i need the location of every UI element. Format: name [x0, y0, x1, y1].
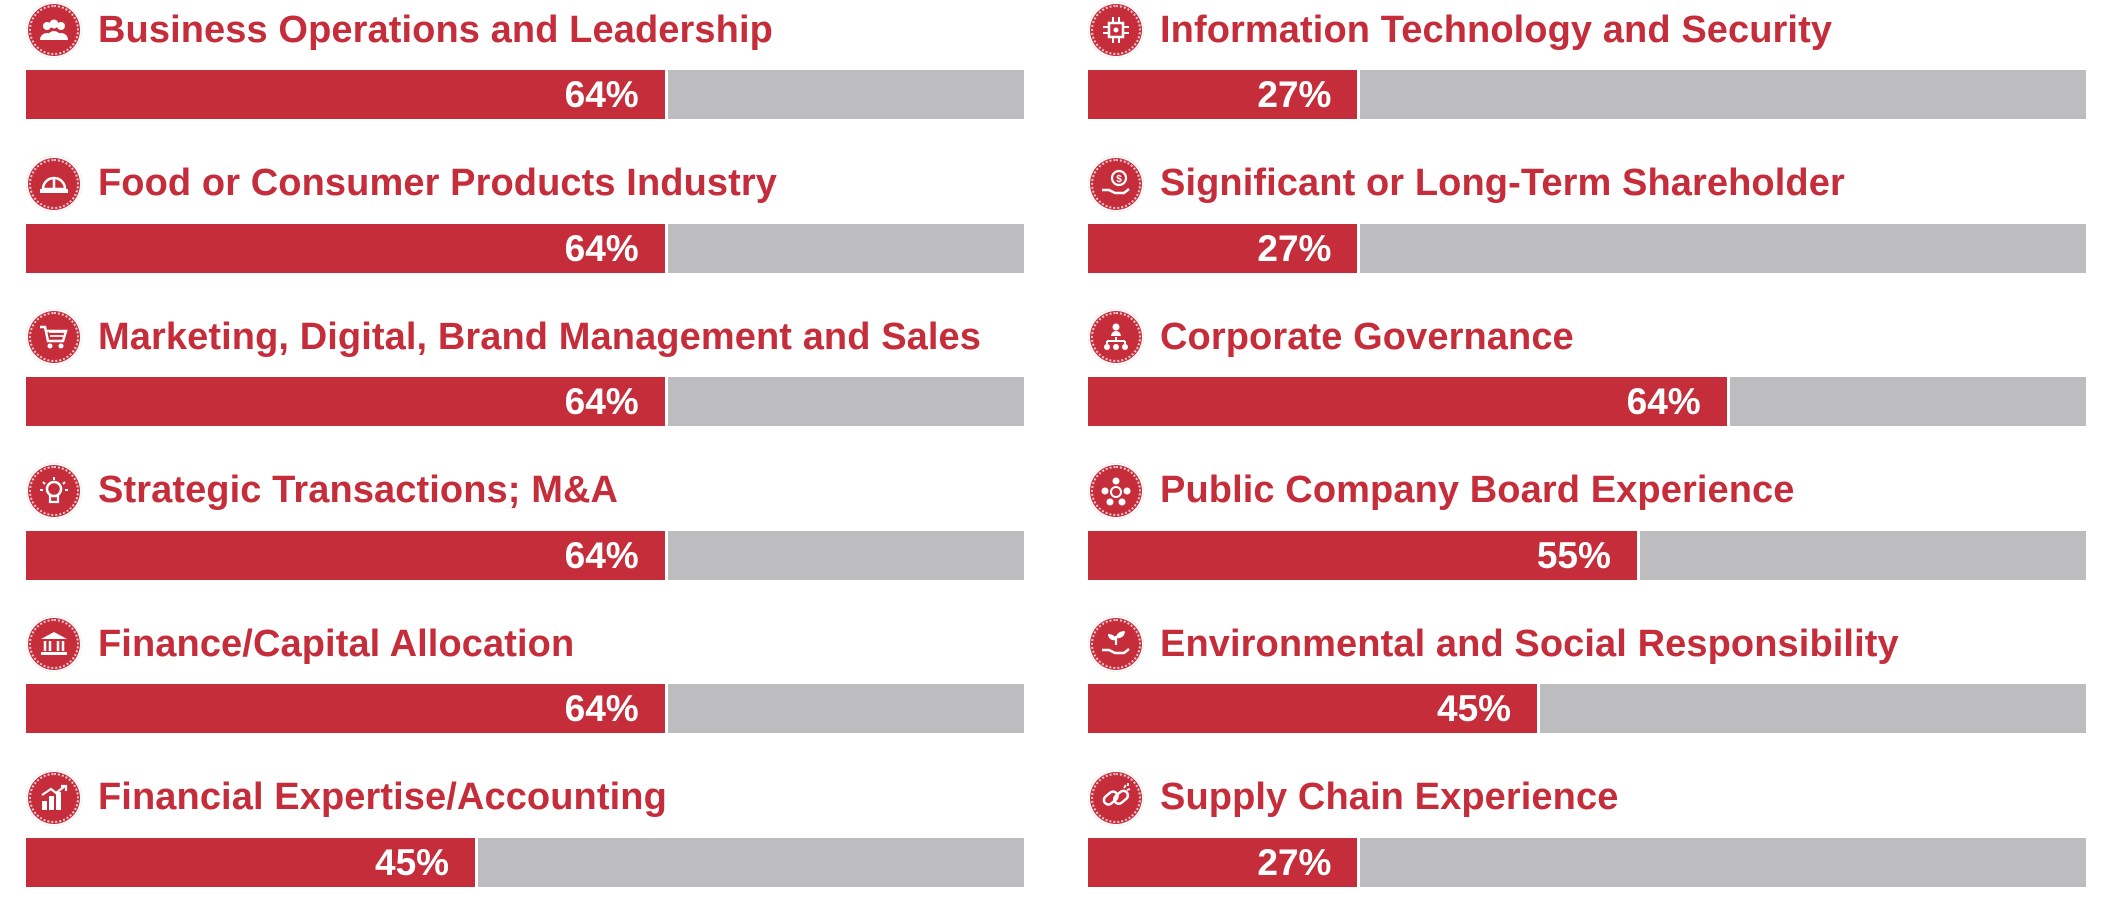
skill-header: Information Technology and Security [1088, 2, 1832, 58]
board-network-icon [1088, 462, 1144, 519]
skill-header: Food or Consumer Products Industry [26, 155, 777, 212]
bar-track: 64% [26, 530, 1024, 580]
org-chart-icon [1088, 309, 1144, 365]
bar-fill [1088, 377, 1727, 426]
skill-row-significant-or-long-term-shareholder: $ Significant or Long-Term Shareholder 27% [1088, 154, 2086, 284]
skill-row-information-technology-and-security: Information Technology and Security 27% [1088, 0, 2086, 130]
bar-value-label: 45% [375, 841, 450, 883]
skill-row-strategic-transactions-m-a: Strategic Transactions; M&A 64% [26, 461, 1024, 591]
bar-value-label: 64% [564, 381, 639, 422]
bar-value-label: 27% [1257, 227, 1332, 269]
bar-fill [1088, 70, 1358, 119]
hand-plant-icon [1088, 616, 1144, 672]
circuit-chip-icon [1088, 2, 1144, 58]
skill-row-public-company-board-experience: Public Company Board Experience 55% [1088, 461, 2086, 591]
bar-fill [1088, 837, 1358, 887]
skill-label: Information Technology and Security [1160, 8, 1833, 51]
skill-label: Significant or Long-Term Shareholder [1160, 162, 1845, 204]
bar-track: 27% [1088, 70, 2086, 119]
bar-track: 27% [1088, 837, 2086, 887]
skill-label: Corporate Governance [1160, 315, 1574, 358]
bar-value-label: 64% [564, 534, 639, 576]
bar-fill [26, 70, 665, 119]
skill-header: Business Operations and Leadership [26, 2, 773, 58]
skill-row-marketing-digital-brand-management-and-sales: Marketing, Digital, Brand Management and… [26, 307, 1024, 437]
skill-header: Public Company Board Experience [1088, 462, 1795, 519]
skill-header: Finance/Capital Allocation [26, 616, 574, 672]
bar-track: 64% [26, 70, 1024, 119]
bar-fill [26, 377, 665, 426]
skill-label: Finance/Capital Allocation [98, 622, 575, 665]
chain-link-icon [1088, 769, 1144, 826]
bar-fill [26, 684, 665, 733]
lightbulb-icon [26, 462, 82, 519]
shopping-cart-icon [26, 309, 82, 365]
skill-header: Environmental and Social Responsibility [1088, 616, 1899, 672]
bar-value-label: 64% [564, 227, 639, 269]
bar-value-label: 27% [1257, 841, 1332, 883]
hard-hat-icon [26, 155, 82, 212]
svg-text:$: $ [1116, 174, 1122, 185]
bar-value-label: 45% [1437, 688, 1512, 729]
bar-track: 45% [1088, 684, 2086, 733]
skill-row-corporate-governance: Corporate Governance 64% [1088, 307, 2086, 437]
skill-label: Strategic Transactions; M&A [98, 469, 619, 511]
bar-value-label: 64% [564, 74, 639, 115]
skill-row-finance-capital-allocation: Finance/Capital Allocation 64% [26, 614, 1024, 744]
skill-label: Environmental and Social Responsibility [1160, 622, 1899, 665]
skill-label: Business Operations and Leadership [98, 8, 773, 51]
bar-value-label: 64% [1626, 381, 1701, 422]
bar-track: 55% [1088, 530, 2086, 580]
skill-row-environmental-and-social-responsibility: Environmental and Social Responsibility 4… [1088, 614, 2086, 744]
bar-track: 64% [1088, 377, 2086, 426]
bar-value-label: 55% [1536, 534, 1611, 576]
bar-fill [26, 530, 665, 580]
skill-label: Food or Consumer Products Industry [98, 162, 777, 204]
bar-fill [26, 223, 665, 273]
skill-header: Financial Expertise/Accounting [26, 769, 667, 826]
bar-track: 64% [26, 684, 1024, 733]
people-group-icon [26, 2, 82, 58]
bar-value-label: 27% [1257, 74, 1332, 115]
skill-header: Supply Chain Experience [1088, 769, 1619, 826]
skill-row-business-operations-and-leadership: Business Operations and Leadership 64% [26, 0, 1024, 130]
skill-row-food-or-consumer-products-industry: Food or Consumer Products Industry 64% [26, 154, 1024, 284]
bar-track: 64% [26, 223, 1024, 273]
bar-fill [1088, 530, 1637, 580]
bar-track: 45% [26, 837, 1024, 887]
bar-growth-icon [26, 769, 82, 826]
hand-coin-icon: $ [1088, 155, 1144, 212]
skill-label: Supply Chain Experience [1160, 776, 1619, 818]
skill-label: Public Company Board Experience [1160, 469, 1795, 511]
skill-header: $ Significant or Long-Term Shareholder [1088, 155, 1845, 212]
skill-header: Strategic Transactions; M&A [26, 462, 619, 519]
bar-value-label: 64% [564, 688, 639, 729]
skill-row-supply-chain-experience: Supply Chain Experience 27% [1088, 768, 2086, 898]
skill-label: Marketing, Digital, Brand Management and… [98, 315, 982, 358]
bar-fill [1088, 223, 1358, 273]
bar-fill [1088, 684, 1538, 733]
skill-header: Marketing, Digital, Brand Management and… [26, 309, 981, 365]
skill-row-financial-expertise-accounting: Financial Expertise/Accounting 45% [26, 768, 1024, 898]
bar-track: 64% [26, 377, 1024, 426]
bar-fill [26, 837, 476, 887]
skill-header: Corporate Governance [1088, 309, 1574, 365]
skill-label: Financial Expertise/Accounting [98, 776, 667, 818]
bank-building-icon [26, 616, 82, 672]
bar-track: 27% [1088, 223, 2086, 273]
